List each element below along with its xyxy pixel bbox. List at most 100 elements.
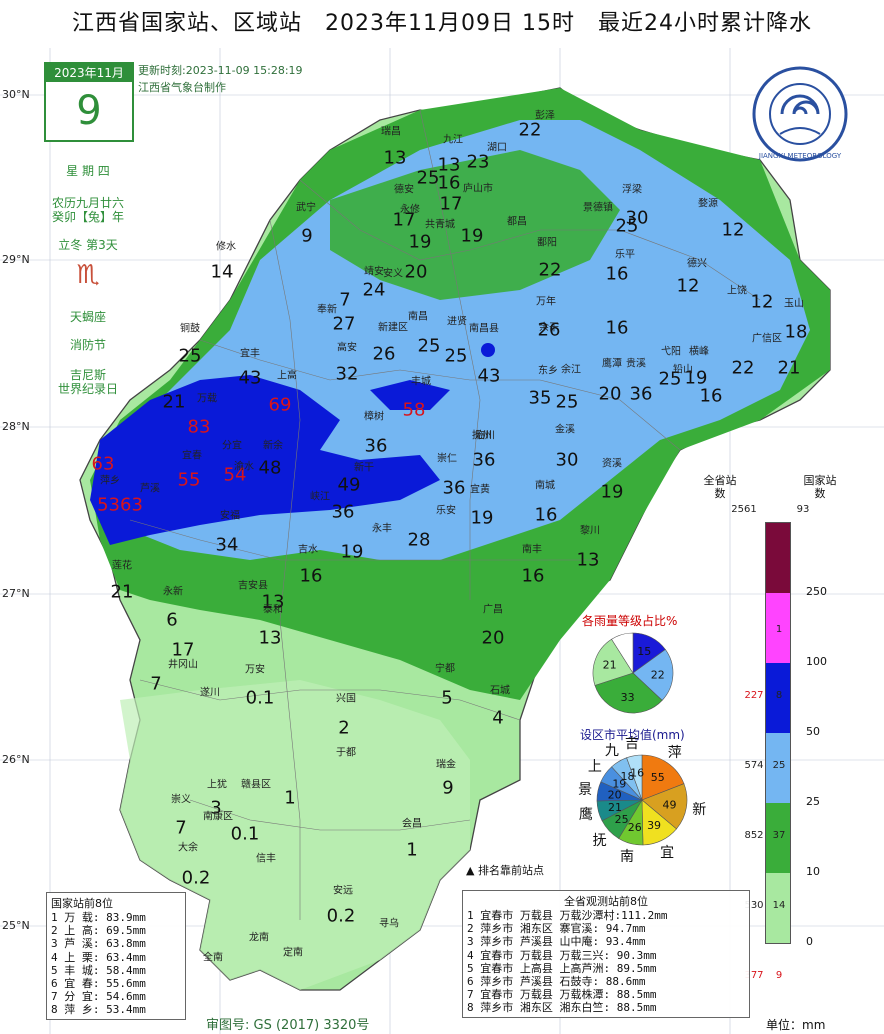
station-value: 43 <box>477 365 501 387</box>
review-number: 审图号: GS (2017) 3320号 <box>206 1018 370 1033</box>
pie-slice <box>592 638 634 686</box>
station-value: 0.1 <box>230 823 260 845</box>
station-value: 16 <box>534 504 558 526</box>
legend-swatch-0 <box>766 873 790 943</box>
pie-slice-label: 39 <box>647 819 661 832</box>
county-name: 井冈山 <box>168 659 198 671</box>
station-value: 19 <box>408 231 432 253</box>
legend-swatch-50 <box>766 663 790 733</box>
county-name: 余干 <box>539 322 559 334</box>
station-value: 19 <box>460 225 484 247</box>
county-name: 上犹 <box>207 779 227 791</box>
lunar-date: 农历九月廿六 <box>51 196 124 210</box>
county-name: 东乡 <box>538 365 558 377</box>
station-value: 21 <box>777 357 801 379</box>
station-value: 27 <box>332 313 356 335</box>
county-name: 鹰潭 <box>602 358 622 370</box>
county-name: 玉山 <box>784 298 804 310</box>
station-value: 9 <box>442 777 454 799</box>
ranking-row: 3 芦 溪: 63.8mm <box>51 937 146 951</box>
station-value: 19 <box>470 507 494 529</box>
county-name: 靖安 <box>364 266 384 278</box>
county-name: 资溪 <box>602 458 622 470</box>
county-name: 瑞昌 <box>381 126 401 138</box>
county-name: 安义 <box>383 268 403 280</box>
county-borders <box>129 109 761 920</box>
station-value: 36 <box>331 501 355 523</box>
county-name: 彭泽 <box>535 110 555 122</box>
county-name: 德安 <box>394 184 414 196</box>
update-time: 更新时刻:2023-11-09 15:28:19 <box>138 64 303 77</box>
county-name: 宜春 <box>182 450 202 462</box>
station-value: 19 <box>600 481 624 503</box>
station-value: 17 <box>392 209 416 231</box>
station-value: 23 <box>466 151 490 173</box>
pie2-title: 设区市平均值(mm) <box>580 728 685 742</box>
pie-slice-label: 18 <box>621 770 635 783</box>
county-name: 奉新 <box>317 304 337 316</box>
county-name: 南丰 <box>522 544 542 556</box>
station-value: 13 <box>383 147 407 169</box>
county-name: 上饶 <box>727 285 747 297</box>
station-value: 16 <box>605 317 629 339</box>
county-name: 莲花 <box>112 560 132 572</box>
station-value: 36 <box>364 435 388 457</box>
station-value: 9 <box>301 225 313 247</box>
county-name: 泰和 <box>263 604 283 616</box>
legend-threshold: 250 <box>806 585 827 598</box>
county-name: 横峰 <box>689 346 709 358</box>
festival: 消防节 <box>69 338 106 352</box>
station-value: 16 <box>299 565 323 587</box>
county-name: 浮梁 <box>622 184 642 196</box>
pie-slice-label: 20 <box>608 789 622 802</box>
station-value: 30 <box>555 449 579 471</box>
station-value: 22 <box>538 259 562 281</box>
zodiac-sign: 天蝎座 <box>69 310 106 324</box>
station-value: 63 <box>91 453 115 475</box>
scorpion-icon: ♏ <box>76 260 100 290</box>
station-value: 13 <box>576 549 600 571</box>
county-name: 弋阳 <box>661 346 681 358</box>
county-name: 新建区 <box>378 322 408 334</box>
pie-slice-label: 49 <box>663 799 677 812</box>
station-value: 83 <box>187 416 211 438</box>
county-name: 金溪 <box>555 424 575 436</box>
pie-slice-label: 26 <box>628 821 642 834</box>
county-name: 信丰 <box>256 853 276 865</box>
lat-label: 27°N <box>2 587 30 600</box>
legend-province-count: 852 <box>744 830 764 841</box>
legend-national-total: 93 <box>796 504 810 515</box>
legend-threshold: 10 <box>806 865 820 878</box>
legend-province-count: 530 <box>744 900 764 911</box>
station-value: 21 <box>162 391 186 413</box>
station-value: 20 <box>481 627 505 649</box>
pie-slice <box>632 649 674 701</box>
county-name: 龙南 <box>249 932 269 944</box>
station-value: 17 <box>171 639 195 661</box>
station-value: 16 <box>437 172 461 194</box>
legend-header-province: 全省站数 <box>703 474 737 500</box>
county-name: 宜黄 <box>470 484 490 496</box>
county-name: 乐平 <box>615 249 635 261</box>
city-label: 南 <box>619 849 634 866</box>
station-value: 0.2 <box>326 905 356 927</box>
pie-slice-label: 21 <box>608 801 622 814</box>
county-name: 上高 <box>277 370 297 382</box>
station-value: 21 <box>110 581 134 603</box>
station-value: 54 <box>223 464 247 486</box>
station-value: 16 <box>605 263 629 285</box>
station-value: 55 <box>177 469 201 491</box>
station-value: 13 <box>261 591 285 613</box>
festival: 世界纪录日 <box>57 382 118 396</box>
station-value: 36 <box>629 383 653 405</box>
station-value: 6 <box>166 609 178 631</box>
county-name: 武宁 <box>296 202 316 214</box>
pie-slice <box>611 632 634 675</box>
station-value: 25 <box>658 368 682 390</box>
station-value: 48 <box>258 457 282 479</box>
producer: 江西省气象台制作 <box>138 81 226 94</box>
county-name: 庐山市 <box>463 183 493 195</box>
city-label: 宜 <box>660 845 675 862</box>
county-name: 兴国 <box>336 693 356 705</box>
